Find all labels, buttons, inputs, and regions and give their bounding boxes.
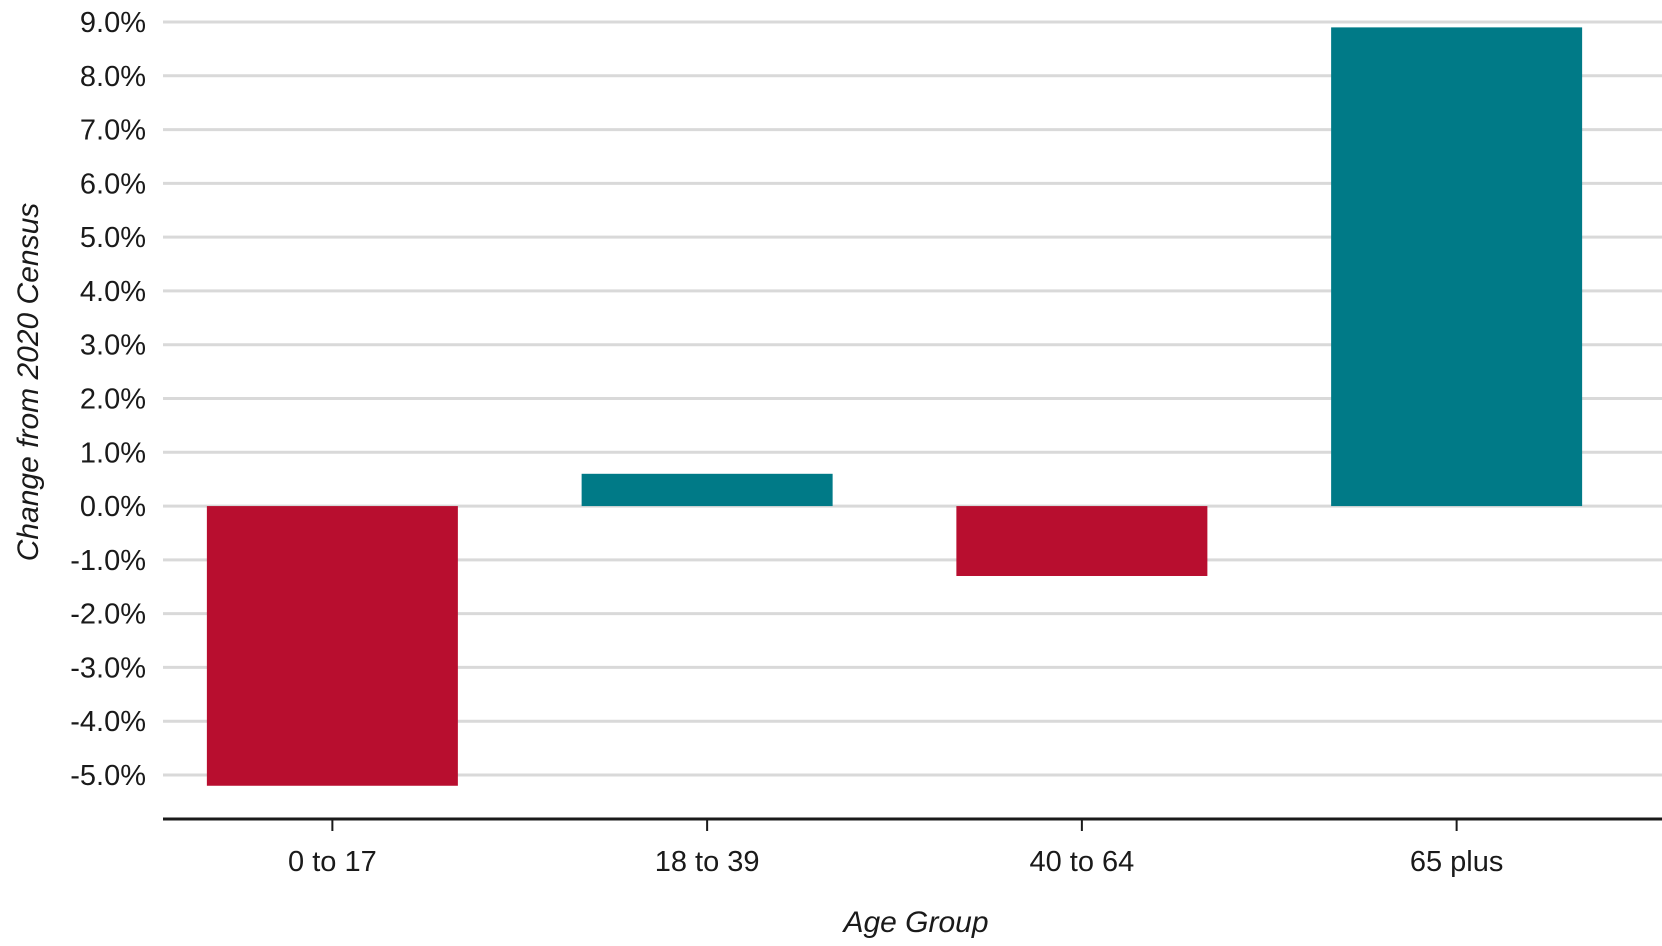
bar-65-plus — [1331, 27, 1582, 506]
y-tick-label: -5.0% — [70, 760, 146, 792]
y-tick-label: 3.0% — [80, 330, 146, 362]
y-tick-label: -4.0% — [70, 706, 146, 738]
y-tick-label: 5.0% — [80, 222, 146, 254]
y-tick-label: -2.0% — [70, 599, 146, 631]
y-tick-label: 2.0% — [80, 384, 146, 416]
bar-18-to-39 — [582, 474, 833, 506]
x-tick-label: 18 to 39 — [655, 846, 760, 878]
y-tick-label: 7.0% — [80, 115, 146, 147]
x-tick-label: 0 to 17 — [288, 846, 377, 878]
y-axis-title: Change from 2020 Census — [12, 203, 45, 562]
bar-0-to-17 — [207, 506, 458, 786]
y-tick-label: 8.0% — [80, 61, 146, 93]
x-tick-label: 40 to 64 — [1029, 846, 1134, 878]
y-tick-label: 9.0% — [80, 7, 146, 39]
x-axis-title: Age Group — [841, 906, 988, 939]
y-tick-label: -3.0% — [70, 652, 146, 684]
x-axis: 0 to 17 18 to 39 40 to 64 65 plus — [163, 819, 1662, 878]
y-tick-label: 0.0% — [80, 491, 146, 523]
y-tick-label: -1.0% — [70, 545, 146, 577]
bar-40-to-64 — [956, 506, 1207, 576]
y-tick-label: 1.0% — [80, 437, 146, 469]
bars — [207, 27, 1582, 785]
y-tick-label: 6.0% — [80, 168, 146, 200]
y-tick-label: 4.0% — [80, 276, 146, 308]
x-tick-label: 65 plus — [1410, 846, 1504, 878]
y-axis-ticks: 9.0% 8.0% 7.0% 6.0% 5.0% 4.0% 3.0% 2.0% 1.0% 0.0%… — [70, 7, 146, 792]
